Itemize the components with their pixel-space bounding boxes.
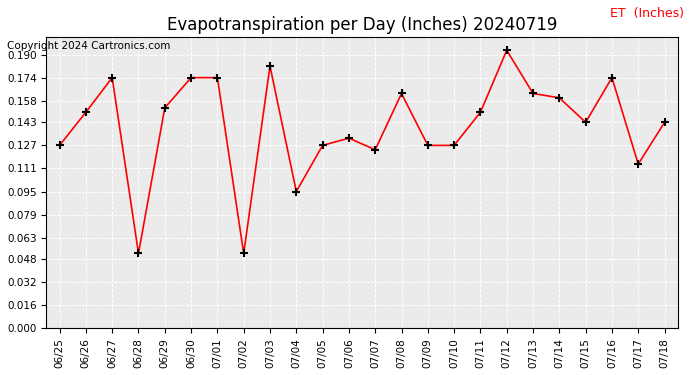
- Text: ET  (Inches): ET (Inches): [610, 7, 684, 20]
- Text: Copyright 2024 Cartronics.com: Copyright 2024 Cartronics.com: [7, 41, 170, 51]
- Title: Evapotranspiration per Day (Inches) 20240719: Evapotranspiration per Day (Inches) 2024…: [167, 16, 558, 34]
